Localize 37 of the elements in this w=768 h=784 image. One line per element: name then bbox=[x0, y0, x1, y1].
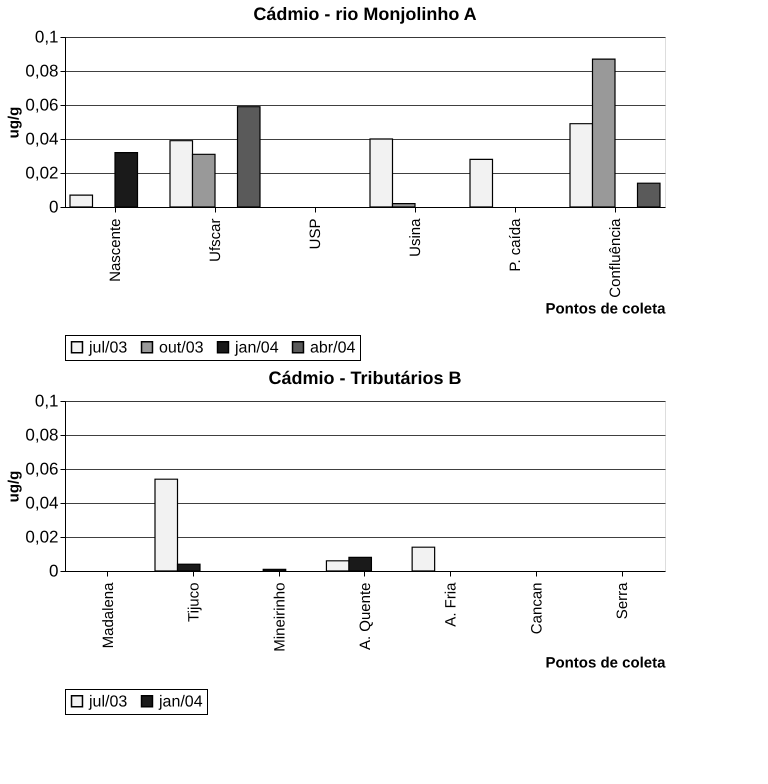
y-tick-label: 0 bbox=[49, 562, 58, 580]
y-tick-label: 0,1 bbox=[34, 392, 58, 410]
y-tick-label: 0,08 bbox=[25, 62, 58, 80]
x-axis-title: Pontos de coleta bbox=[545, 300, 666, 318]
legend-label: abr/04 bbox=[310, 339, 356, 356]
x-tick-label: Cancan bbox=[528, 582, 546, 634]
legend-label: jan/04 bbox=[234, 339, 279, 356]
y-tick-label: 0,06 bbox=[25, 96, 58, 114]
y-tick-label: 0 bbox=[49, 198, 58, 216]
x-tick-label: A. Fria bbox=[442, 582, 460, 627]
y-tick-label: 0,06 bbox=[25, 460, 58, 478]
y-tick-label: 0,02 bbox=[25, 528, 58, 546]
y-tick-label: 0,02 bbox=[25, 164, 58, 182]
x-tick-label: Usina bbox=[407, 218, 424, 257]
legend-label: jul/03 bbox=[88, 339, 128, 356]
x-tick-label: P. caída bbox=[507, 218, 524, 272]
y-tick-label: 0,08 bbox=[25, 426, 58, 444]
x-tick-label: USP bbox=[307, 218, 324, 250]
y-axis-title: ug/g bbox=[5, 106, 22, 138]
x-tick-label: Tijuco bbox=[186, 582, 203, 622]
x-tick-label: Serra bbox=[614, 582, 632, 620]
x-tick-label: Confluência bbox=[607, 218, 624, 298]
x-tick-label: A. Quente bbox=[357, 582, 374, 650]
legend-label: jul/03 bbox=[88, 693, 128, 710]
legend-label: jan/04 bbox=[158, 693, 203, 710]
x-tick-label: Mineirinho bbox=[271, 582, 288, 652]
x-axis-title: Pontos de coleta bbox=[545, 654, 666, 672]
y-tick-label: 0,04 bbox=[25, 130, 58, 148]
y-tick-label: 0,1 bbox=[34, 28, 58, 46]
y-tick-label: 0,04 bbox=[25, 494, 58, 512]
y-axis-title: ug/g bbox=[5, 470, 22, 502]
legend-label: out/03 bbox=[159, 339, 204, 356]
x-tick-label: Ufscar bbox=[207, 218, 224, 262]
chart-title: Cádmio - rio Monjolinho A bbox=[253, 4, 477, 24]
x-tick-label: Madalena bbox=[100, 582, 117, 648]
x-tick-label: Nascente bbox=[107, 218, 124, 282]
chart-title: Cádmio - Tributários B bbox=[268, 368, 462, 388]
